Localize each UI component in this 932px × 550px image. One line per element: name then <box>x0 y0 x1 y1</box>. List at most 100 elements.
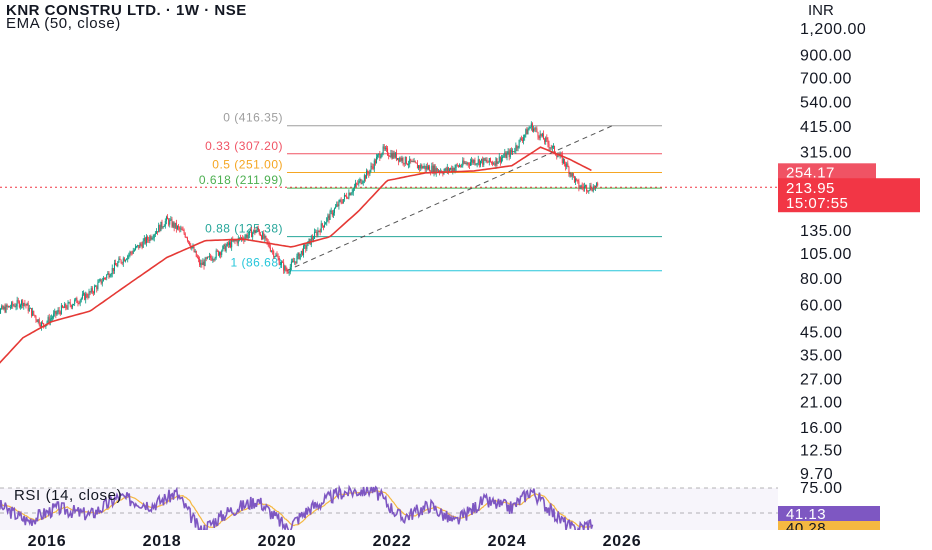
time-axis[interactable]: 2016 2018 2020 2022 2024 2026 <box>28 533 642 550</box>
candle-body <box>471 159 473 163</box>
candle-body <box>454 167 456 171</box>
candle-body <box>167 216 169 220</box>
fib-level-label: 0.88 (125.38) <box>205 222 283 236</box>
price-tick-label: 540.00 <box>800 95 852 112</box>
candle-body <box>181 228 183 231</box>
fib-level-label: 0.33 (307.20) <box>205 139 283 153</box>
candle-body <box>186 237 188 241</box>
candle-body <box>82 293 84 295</box>
candle-body <box>547 139 549 144</box>
candle-body <box>216 250 218 252</box>
candle-body <box>247 234 249 239</box>
candle-body <box>433 165 435 173</box>
candle-body <box>411 161 413 163</box>
candle-body <box>113 262 115 272</box>
candle-body <box>317 230 319 236</box>
candle-body <box>474 159 476 165</box>
candle-body <box>170 219 172 221</box>
price-tick-label: 1,200.00 <box>800 21 866 38</box>
candle-body <box>146 236 148 244</box>
candle-body <box>318 230 320 232</box>
candle-body <box>297 252 299 256</box>
candle-body <box>540 133 542 137</box>
candle-body <box>401 158 403 161</box>
candle-body <box>61 305 63 308</box>
rsi-label[interactable]: RSI (14, close) <box>14 487 122 504</box>
candle-body <box>169 220 171 225</box>
candle-body <box>223 244 225 247</box>
candle-body <box>421 164 423 169</box>
price-axis[interactable]: 1,200.00900.00700.00540.00415.00315.0017… <box>800 21 866 483</box>
candle-body <box>495 158 497 166</box>
candle-body <box>359 179 361 181</box>
candle-body <box>478 159 480 166</box>
candle-body <box>399 157 401 162</box>
candle-body <box>345 195 347 196</box>
candle-body <box>393 152 395 158</box>
candle-body <box>319 230 321 233</box>
rsi-ma-value-tag <box>778 521 880 531</box>
candle-body <box>529 127 531 129</box>
candle-body <box>324 224 326 228</box>
fibonacci-retracement[interactable]: 0 (416.35) 0.33 (307.20) 0.5 (251.00) 0.618… <box>199 111 662 272</box>
candle-body <box>75 298 77 300</box>
candle-body <box>37 319 39 323</box>
candle-body <box>285 266 287 271</box>
candle-body <box>290 261 292 267</box>
candle-body <box>67 302 69 309</box>
candle-body <box>77 303 79 304</box>
price-tick-label: 9.70 <box>800 466 833 483</box>
candle-body <box>192 246 194 248</box>
candle-body <box>301 250 303 255</box>
candle-body <box>303 245 305 255</box>
candle-body <box>534 128 536 130</box>
candle-body <box>33 310 35 315</box>
candle-body <box>429 166 431 172</box>
candle-body <box>142 241 144 248</box>
candle-body <box>388 155 390 157</box>
candle-body <box>266 238 268 242</box>
candle-body <box>337 204 339 207</box>
candle-body <box>185 237 187 238</box>
candle-body <box>196 256 198 258</box>
candle-body <box>468 164 470 166</box>
candle-body <box>370 165 372 171</box>
candle-body <box>268 243 270 248</box>
rsi-tick-label: 75.00 <box>800 480 843 497</box>
candle-body <box>139 243 141 249</box>
candle-body <box>183 230 185 234</box>
ema-indicator-label[interactable]: EMA (50, close) <box>6 15 121 32</box>
candle-body <box>570 172 572 177</box>
candle-body <box>79 300 81 304</box>
candle-body <box>542 133 544 140</box>
candle-body <box>371 165 373 167</box>
candle-body <box>47 317 49 322</box>
candle-body <box>286 270 288 272</box>
candle-body <box>462 160 464 166</box>
trend-line[interactable] <box>286 125 613 272</box>
candle-body <box>46 321 48 324</box>
candle-body <box>200 262 202 265</box>
candle-body <box>233 240 235 242</box>
candle-body <box>104 277 105 279</box>
candle-body <box>296 255 298 264</box>
candle-body <box>415 162 417 164</box>
candle-body <box>544 139 546 142</box>
candle-body <box>109 275 111 278</box>
candle-body <box>98 280 100 283</box>
candle-body <box>413 161 415 163</box>
candle-body <box>17 300 19 302</box>
candle-body <box>162 226 164 228</box>
candle-body <box>35 316 37 320</box>
candle-body <box>330 210 332 212</box>
candle-body <box>515 145 517 152</box>
candle-body <box>408 164 410 165</box>
candle-body <box>497 161 499 164</box>
candle-body <box>502 157 504 159</box>
candle-body <box>164 220 166 227</box>
candle-body <box>270 250 272 252</box>
candle-body <box>380 156 382 159</box>
